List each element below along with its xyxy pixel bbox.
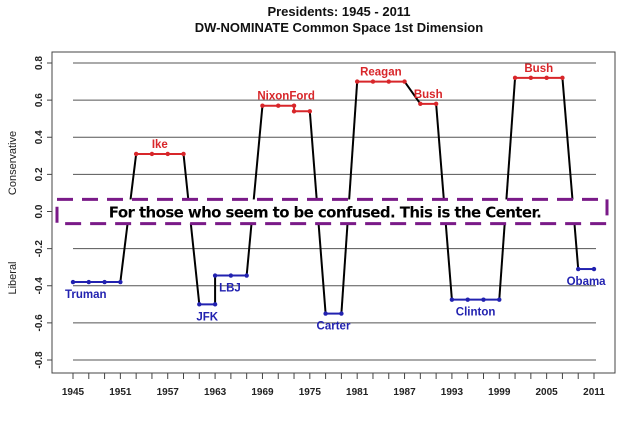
president-label: LBJ xyxy=(219,283,241,295)
transition-line xyxy=(182,153,201,305)
data-point xyxy=(197,302,202,307)
y-tick-label: -0.2 xyxy=(34,240,45,258)
president-label: Ike xyxy=(152,139,168,151)
transition-line xyxy=(403,80,422,105)
data-point xyxy=(244,273,249,278)
data-point xyxy=(307,109,313,114)
data-point xyxy=(133,151,139,157)
y-tick-label: -0.4 xyxy=(34,277,45,295)
ylabel-conservative: Conservative xyxy=(7,131,19,195)
y-tick-label: -0.6 xyxy=(34,314,45,332)
x-tick-label: 1963 xyxy=(204,387,227,398)
president-label: Reagan xyxy=(360,67,402,79)
president-label: NixonFord xyxy=(257,91,315,103)
data-point xyxy=(576,266,581,272)
data-point xyxy=(228,273,234,278)
data-point xyxy=(70,279,76,285)
data-point xyxy=(339,311,344,316)
y-tick-label: -0.8 xyxy=(34,351,45,369)
x-tick-label: 1951 xyxy=(109,387,132,398)
president-label: Truman xyxy=(65,289,107,301)
transition-line xyxy=(498,77,517,300)
data-point xyxy=(291,103,297,108)
chart-title: Presidents: 1945 - 2011 xyxy=(267,4,410,19)
transition-line xyxy=(561,77,580,270)
x-tick-label: 1987 xyxy=(393,387,416,398)
data-point xyxy=(102,279,107,285)
data-point xyxy=(402,79,407,84)
data-point xyxy=(465,297,470,302)
x-tick-label: 1975 xyxy=(299,387,322,398)
data-point xyxy=(544,75,549,81)
data-point xyxy=(291,109,297,114)
data-point xyxy=(323,311,328,316)
x-tick-label: 2011 xyxy=(583,387,605,398)
y-tick-label: 0.4 xyxy=(34,130,45,144)
transition-line xyxy=(340,81,359,314)
data-point xyxy=(497,297,502,302)
data-point xyxy=(181,151,186,157)
x-tick-label: 1981 xyxy=(346,387,369,398)
y-tick-label: 0.6 xyxy=(34,93,45,107)
data-point xyxy=(418,101,423,107)
president-label: Carter xyxy=(317,321,351,333)
y-tick-label: 0.2 xyxy=(34,167,45,181)
data-point xyxy=(370,79,376,84)
data-point xyxy=(354,79,360,84)
center-box xyxy=(55,197,609,226)
data-point xyxy=(449,297,455,302)
data-point xyxy=(528,75,534,81)
x-tick-label: 2005 xyxy=(536,387,559,398)
ylabel-liberal: Liberal xyxy=(7,261,19,294)
data-point xyxy=(433,101,439,107)
data-point xyxy=(212,302,218,307)
data-point xyxy=(276,103,281,108)
data-point xyxy=(481,297,486,302)
x-tick-label: 1993 xyxy=(441,387,464,398)
data-point xyxy=(560,75,565,81)
president-label: Bush xyxy=(414,89,443,101)
data-point xyxy=(260,103,265,108)
data-point xyxy=(149,151,155,157)
x-tick-label: 1957 xyxy=(157,387,180,398)
data-point xyxy=(512,75,518,81)
data-point xyxy=(165,151,170,157)
y-tick-label: 0.0 xyxy=(34,204,45,218)
president-label: Clinton xyxy=(456,307,496,319)
series-line-nixonford xyxy=(262,104,310,113)
plot-frame xyxy=(51,51,616,374)
data-point xyxy=(86,279,91,285)
data-point xyxy=(118,279,123,285)
president-label: Bush xyxy=(524,63,553,75)
x-tick-label: 1945 xyxy=(62,387,85,398)
data-point xyxy=(386,79,391,84)
president-label: Obama xyxy=(567,276,607,288)
chart-subtitle: DW-NOMINATE Common Space 1st Dimension xyxy=(195,20,483,35)
president-label: JFK xyxy=(196,311,218,323)
data-point xyxy=(591,266,597,272)
data-point xyxy=(212,273,218,278)
transition-line xyxy=(245,105,264,276)
center-annotation: For those who seem to be confused. This … xyxy=(109,204,541,222)
y-tick-label: 0.8 xyxy=(34,56,45,70)
x-tick-label: 1969 xyxy=(251,387,274,398)
x-tick-label: 1999 xyxy=(488,387,511,398)
